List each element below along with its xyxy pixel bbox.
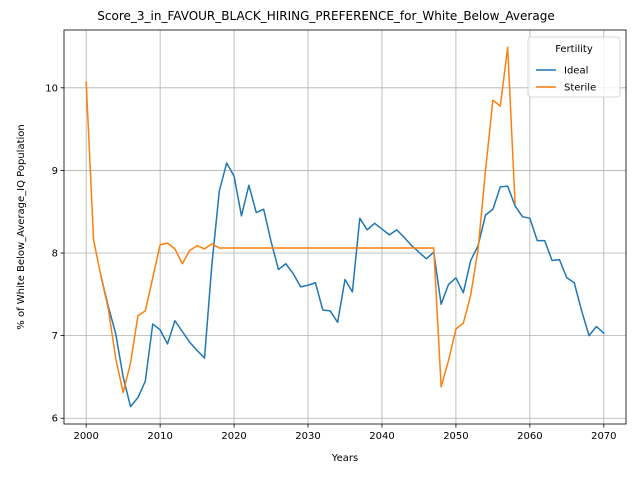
chart-title: Score_3_in_FAVOUR_BLACK_HIRING_PREFERENC… xyxy=(97,9,554,23)
x-tick-label: 2070 xyxy=(591,431,616,442)
series-line-ideal xyxy=(100,162,605,408)
legend-box xyxy=(527,36,621,98)
y-tick-label: 7 xyxy=(52,331,58,342)
series-line-sterile xyxy=(85,46,516,394)
x-tick-label: 2050 xyxy=(443,431,468,442)
y-axis-label: % of White Below_Average_IQ Population xyxy=(16,124,27,329)
legend-items: Ideal Sterile xyxy=(536,66,596,94)
x-axis: 2000 2010 2020 2030 2040 2050 2060 2070 xyxy=(73,424,617,442)
x-tick-label: 2060 xyxy=(517,431,542,442)
legend-title: Fertility xyxy=(555,44,593,55)
y-tick-label: 8 xyxy=(52,249,58,260)
y-tick-label: 10 xyxy=(45,83,58,94)
x-tick-label: 2020 xyxy=(221,431,246,442)
x-tick-label: 2010 xyxy=(147,431,172,442)
y-tick-label: 6 xyxy=(52,414,58,425)
series-layer xyxy=(85,46,605,408)
x-axis-label: Years xyxy=(331,453,358,464)
x-tick-label: 2000 xyxy=(73,431,98,442)
plot-frame xyxy=(63,29,627,425)
legend-label-sterile: Sterile xyxy=(564,83,596,94)
legend-label-ideal: Ideal xyxy=(564,66,588,77)
legend: Fertility Ideal Sterile xyxy=(527,36,621,98)
x-tick-label: 2040 xyxy=(369,431,394,442)
y-tick-label: 9 xyxy=(52,166,58,177)
y-axis: 6 7 8 9 10 xyxy=(45,83,64,425)
x-tick-label: 2030 xyxy=(295,431,320,442)
